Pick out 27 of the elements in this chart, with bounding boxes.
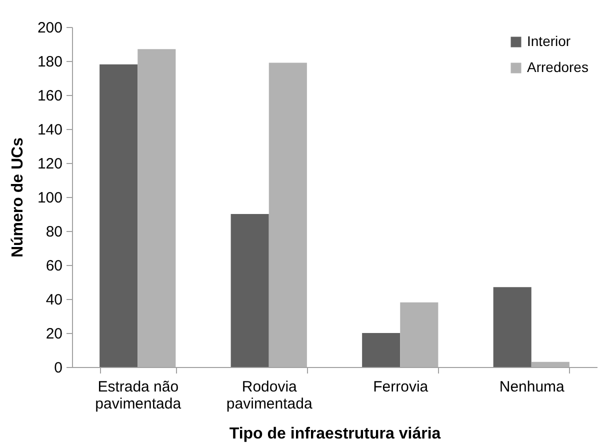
- bar: [100, 64, 138, 367]
- y-tick-label: 200: [37, 20, 62, 36]
- legend-label: Arredores: [527, 59, 588, 75]
- y-tick-label: 140: [37, 122, 62, 138]
- bar: [400, 302, 438, 367]
- y-axis-title: Número de UCs: [9, 137, 26, 258]
- bar: [493, 287, 532, 367]
- y-tick-label: 20: [46, 326, 62, 342]
- x-tick-label: Estrada não pavimentada: [95, 378, 182, 412]
- y-tick-label: 160: [37, 88, 62, 104]
- y-tick-label: 80: [46, 224, 62, 240]
- y-tick-label: 40: [46, 292, 62, 308]
- x-axis-title: Tipo de infraestrutura viária: [229, 426, 441, 442]
- bar: [268, 62, 307, 367]
- bar: [362, 333, 400, 367]
- y-tick-label: 120: [37, 156, 62, 172]
- y-tick-label: 180: [37, 54, 62, 70]
- y-tick-label: 100: [37, 190, 62, 206]
- y-tick-label: 60: [46, 258, 62, 274]
- legend-label: Interior: [527, 33, 571, 49]
- x-tick-label: Ferrovia: [373, 378, 429, 396]
- bar: [531, 362, 570, 367]
- x-tick-label: Rodovia pavimentada: [226, 378, 313, 412]
- bar: [138, 49, 176, 367]
- bar: [230, 214, 269, 367]
- y-tick-label: 0: [54, 360, 62, 376]
- x-tick-label: Nenhuma: [499, 378, 566, 396]
